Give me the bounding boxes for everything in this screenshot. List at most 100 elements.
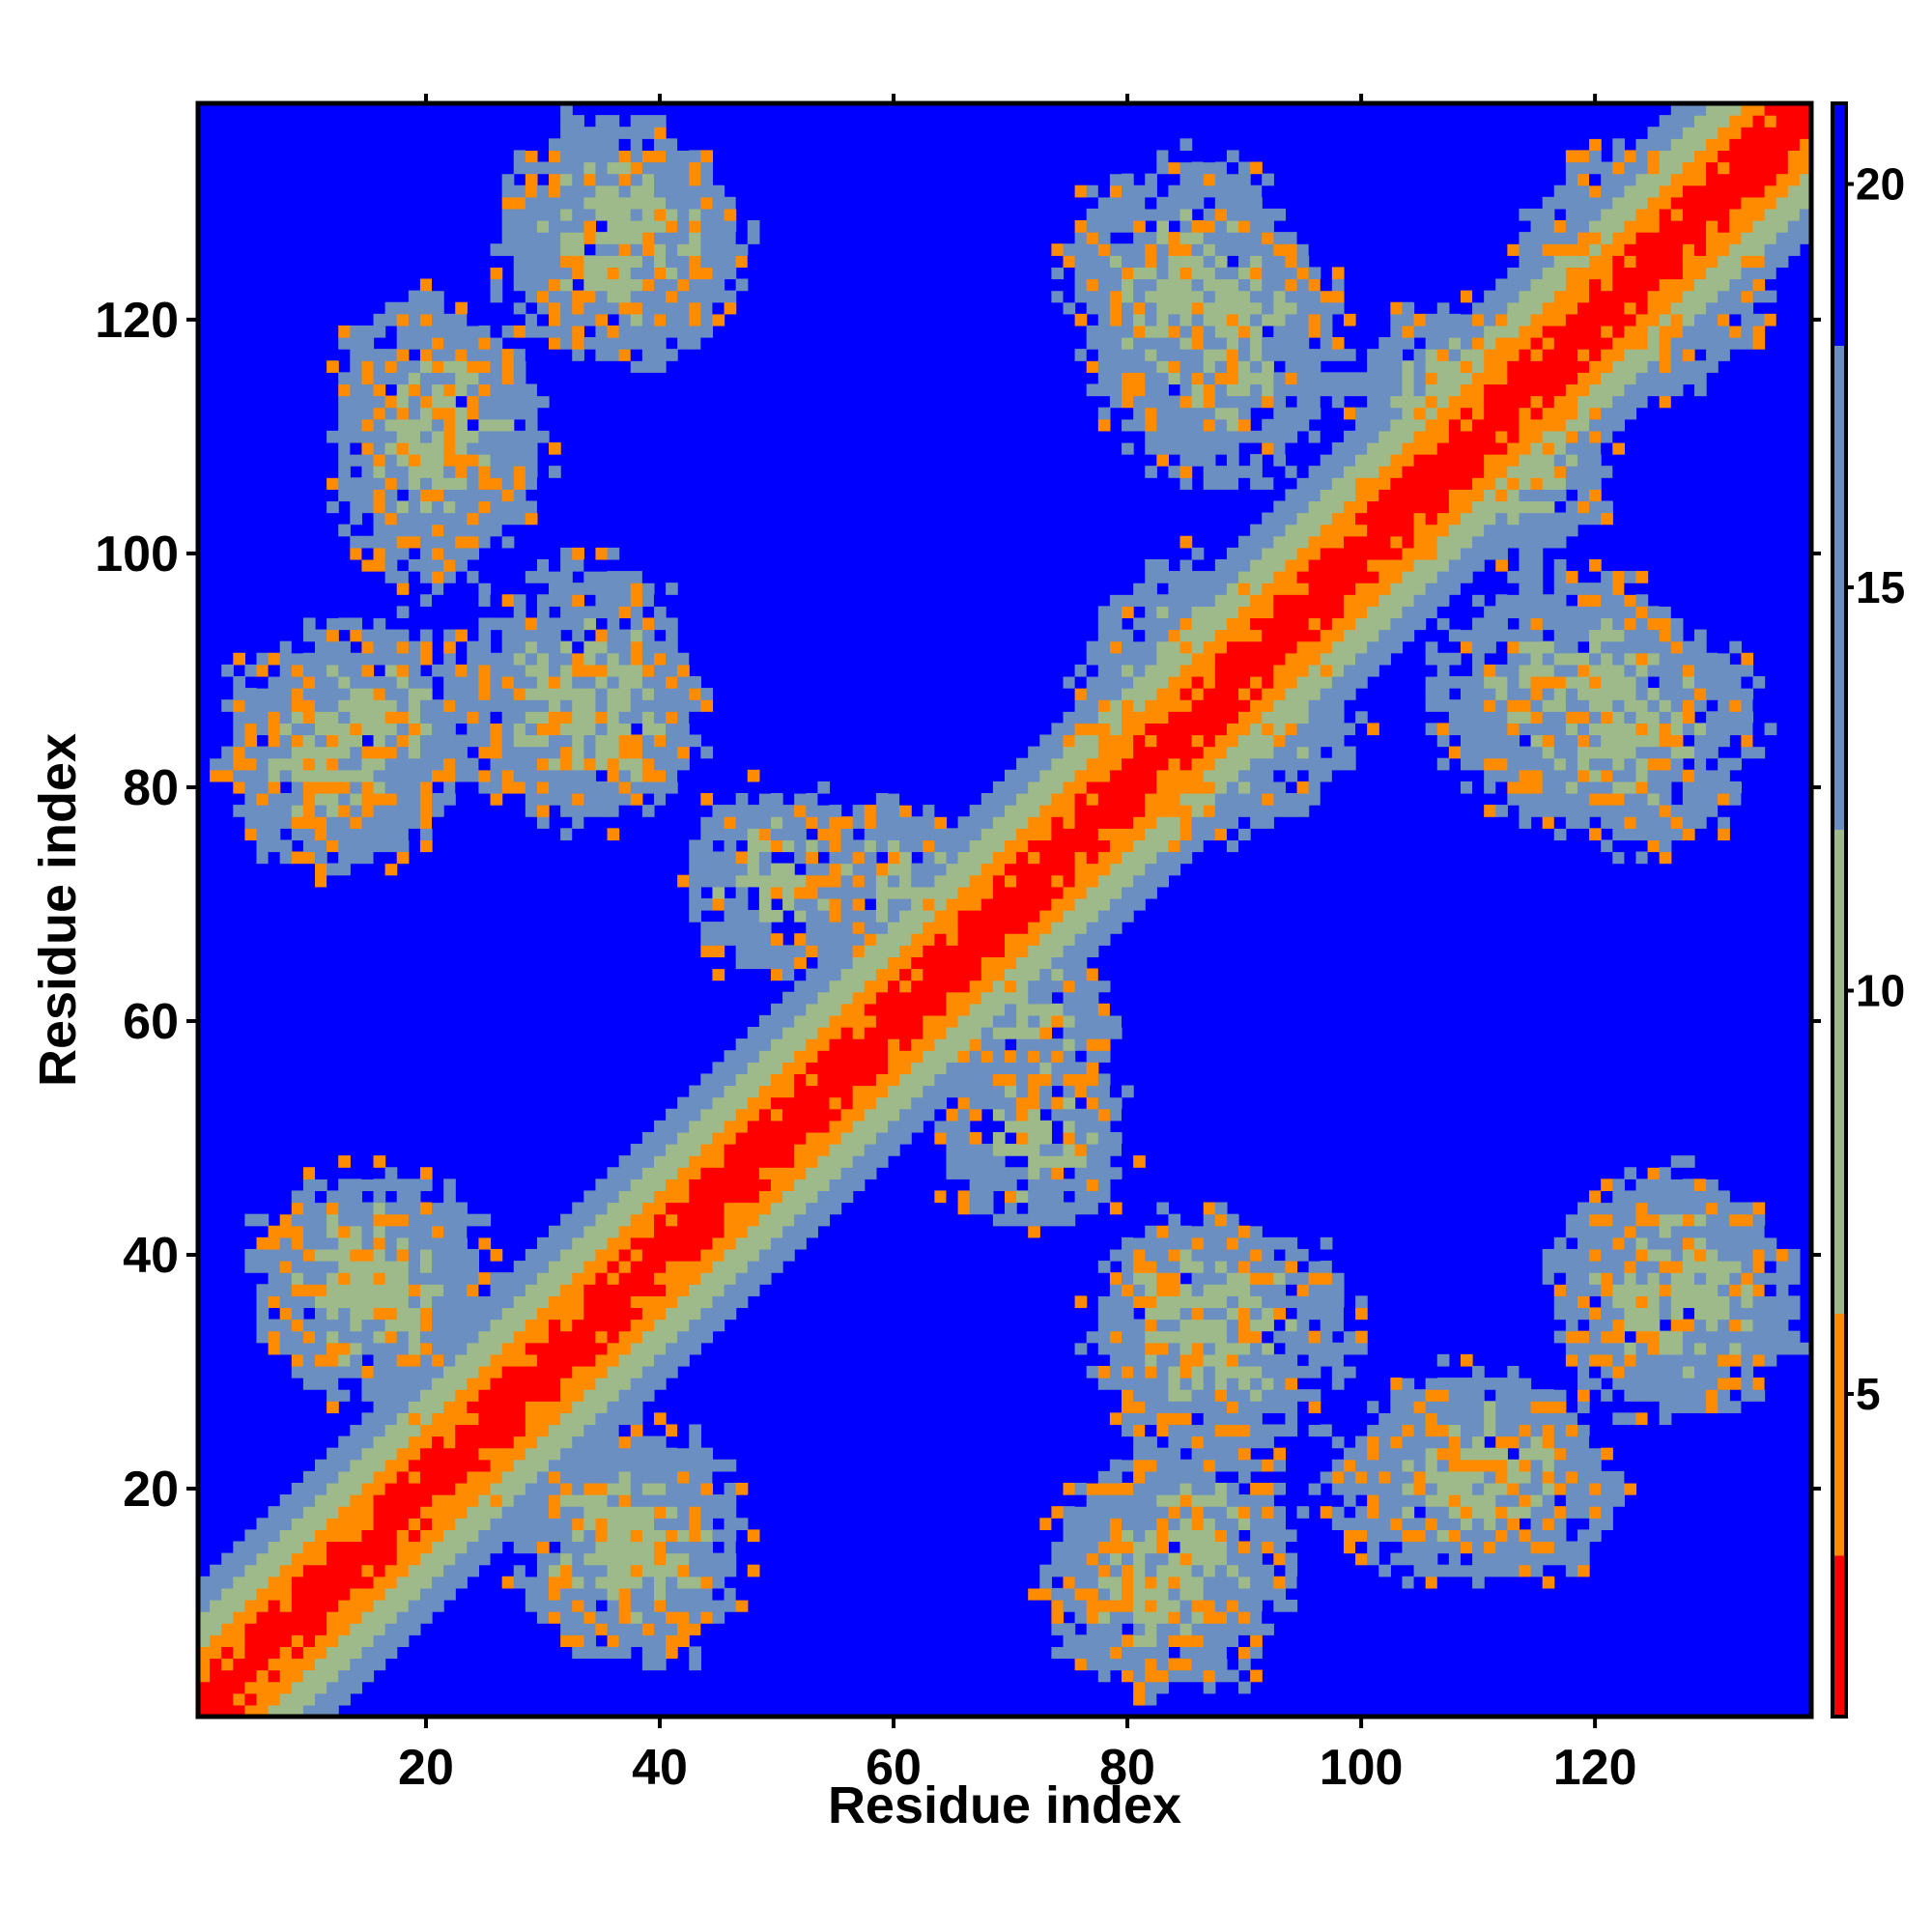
heatmap-cell: [735, 863, 749, 876]
heatmap-cell: [396, 1599, 410, 1612]
heatmap-cell: [291, 1353, 304, 1367]
heatmap-cell: [595, 1295, 609, 1309]
heatmap-cell: [1133, 1576, 1146, 1589]
heatmap-cell: [1133, 1541, 1146, 1554]
heatmap-cell: [338, 863, 351, 876]
heatmap-cell: [1156, 441, 1170, 455]
heatmap-cell: [408, 512, 421, 526]
heatmap-cell: [549, 1576, 561, 1589]
heatmap-cell: [525, 781, 538, 794]
heatmap-cell: [443, 1179, 456, 1192]
heatmap-cell: [315, 1272, 327, 1285]
heatmap-cell: [279, 792, 293, 806]
heatmap-cell: [1097, 1096, 1111, 1110]
heatmap-cell: [244, 1587, 258, 1601]
heatmap-cell: [1097, 922, 1111, 934]
heatmap-cell: [443, 746, 456, 759]
heatmap-cell: [501, 1353, 515, 1367]
heatmap-cell: [583, 1611, 597, 1624]
heatmap-cell: [572, 582, 584, 595]
heatmap-cell: [1122, 1518, 1134, 1530]
heatmap-cell: [384, 500, 398, 514]
heatmap-cell: [408, 1529, 421, 1543]
heatmap-cell: [618, 792, 632, 806]
heatmap-cell: [315, 1634, 327, 1647]
heatmap-cell: [607, 606, 620, 619]
heatmap-cell: [279, 1319, 293, 1332]
heatmap-cell: [396, 781, 410, 794]
heatmap-cell: [1109, 699, 1122, 712]
heatmap-cell: [1097, 1319, 1111, 1332]
heatmap-cell: [677, 1599, 690, 1612]
heatmap-cell: [689, 1611, 701, 1624]
heatmap-cell: [268, 1295, 281, 1309]
heatmap-cell: [689, 688, 701, 700]
heatmap-cell: [700, 1447, 714, 1461]
heatmap-cell: [677, 1155, 690, 1168]
heatmap-cell: [607, 1459, 620, 1472]
heatmap-cell: [572, 1552, 584, 1566]
heatmap-cell: [583, 640, 597, 654]
heatmap-cell: [607, 220, 620, 233]
heatmap-cell: [618, 1412, 632, 1426]
heatmap-cell: [712, 1284, 725, 1296]
heatmap-cell: [747, 1027, 760, 1039]
heatmap-cell: [1086, 384, 1099, 397]
heatmap-cell: [641, 267, 655, 280]
heatmap-cell: [315, 1236, 327, 1250]
heatmap-cell: [852, 1027, 866, 1039]
heatmap-cell: [1086, 910, 1099, 923]
heatmap-cell: [689, 1518, 701, 1530]
heatmap-cell: [419, 675, 433, 689]
heatmap-cell: [806, 1155, 818, 1168]
heatmap-cell: [641, 220, 655, 233]
heatmap-cell: [630, 349, 643, 361]
heatmap-cell: [490, 1295, 503, 1309]
heatmap-cell: [630, 1599, 643, 1612]
heatmap-cell: [735, 1518, 749, 1530]
heatmap-cell: [724, 161, 737, 175]
heatmap-cell: [501, 1378, 515, 1390]
heatmap-cell: [279, 1295, 293, 1309]
heatmap-cell: [806, 886, 818, 899]
heatmap-cell: [419, 1261, 433, 1273]
heatmap-cell: [758, 1108, 772, 1122]
heatmap-cell: [724, 232, 737, 244]
heatmap-cell: [607, 301, 620, 315]
heatmap-cell: [525, 220, 538, 233]
heatmap-cell: [1109, 1108, 1122, 1122]
heatmap-cell: [899, 1027, 912, 1039]
heatmap-cell: [1145, 1681, 1157, 1694]
heatmap-cell: [549, 325, 561, 338]
heatmap-cell: [1168, 1623, 1181, 1635]
heatmap-cell: [478, 1459, 492, 1472]
heatmap-cell: [724, 1272, 737, 1285]
heatmap-cell: [899, 828, 912, 840]
heatmap-cell: [712, 1552, 725, 1566]
heatmap-cell: [735, 968, 749, 981]
heatmap-cell: [536, 688, 550, 700]
heatmap-cell: [735, 278, 749, 292]
heatmap-cell: [1109, 1552, 1122, 1566]
heatmap-cell: [724, 1482, 737, 1495]
heatmap-cell: [992, 828, 1006, 840]
heatmap-cell: [490, 441, 503, 455]
heatmap-cell: [1028, 945, 1040, 957]
heatmap-cell: [560, 1447, 573, 1461]
heatmap-cell: [1097, 1365, 1111, 1378]
heatmap-cell: [315, 1179, 327, 1192]
heatmap-cell: [536, 278, 550, 292]
heatmap-cell: [1051, 1529, 1065, 1543]
heatmap-cell: [384, 1284, 398, 1296]
heatmap-cell: [268, 1623, 281, 1635]
heatmap-cell: [536, 325, 550, 338]
heatmap-cell: [525, 349, 538, 361]
heatmap-cell: [1109, 1389, 1122, 1402]
heatmap-cell: [689, 267, 701, 280]
heatmap-cell: [747, 1272, 760, 1285]
heatmap-cell: [899, 991, 912, 1005]
heatmap-cell: [992, 945, 1006, 957]
heatmap-cell: [992, 897, 1006, 911]
heatmap-cell: [735, 945, 749, 957]
